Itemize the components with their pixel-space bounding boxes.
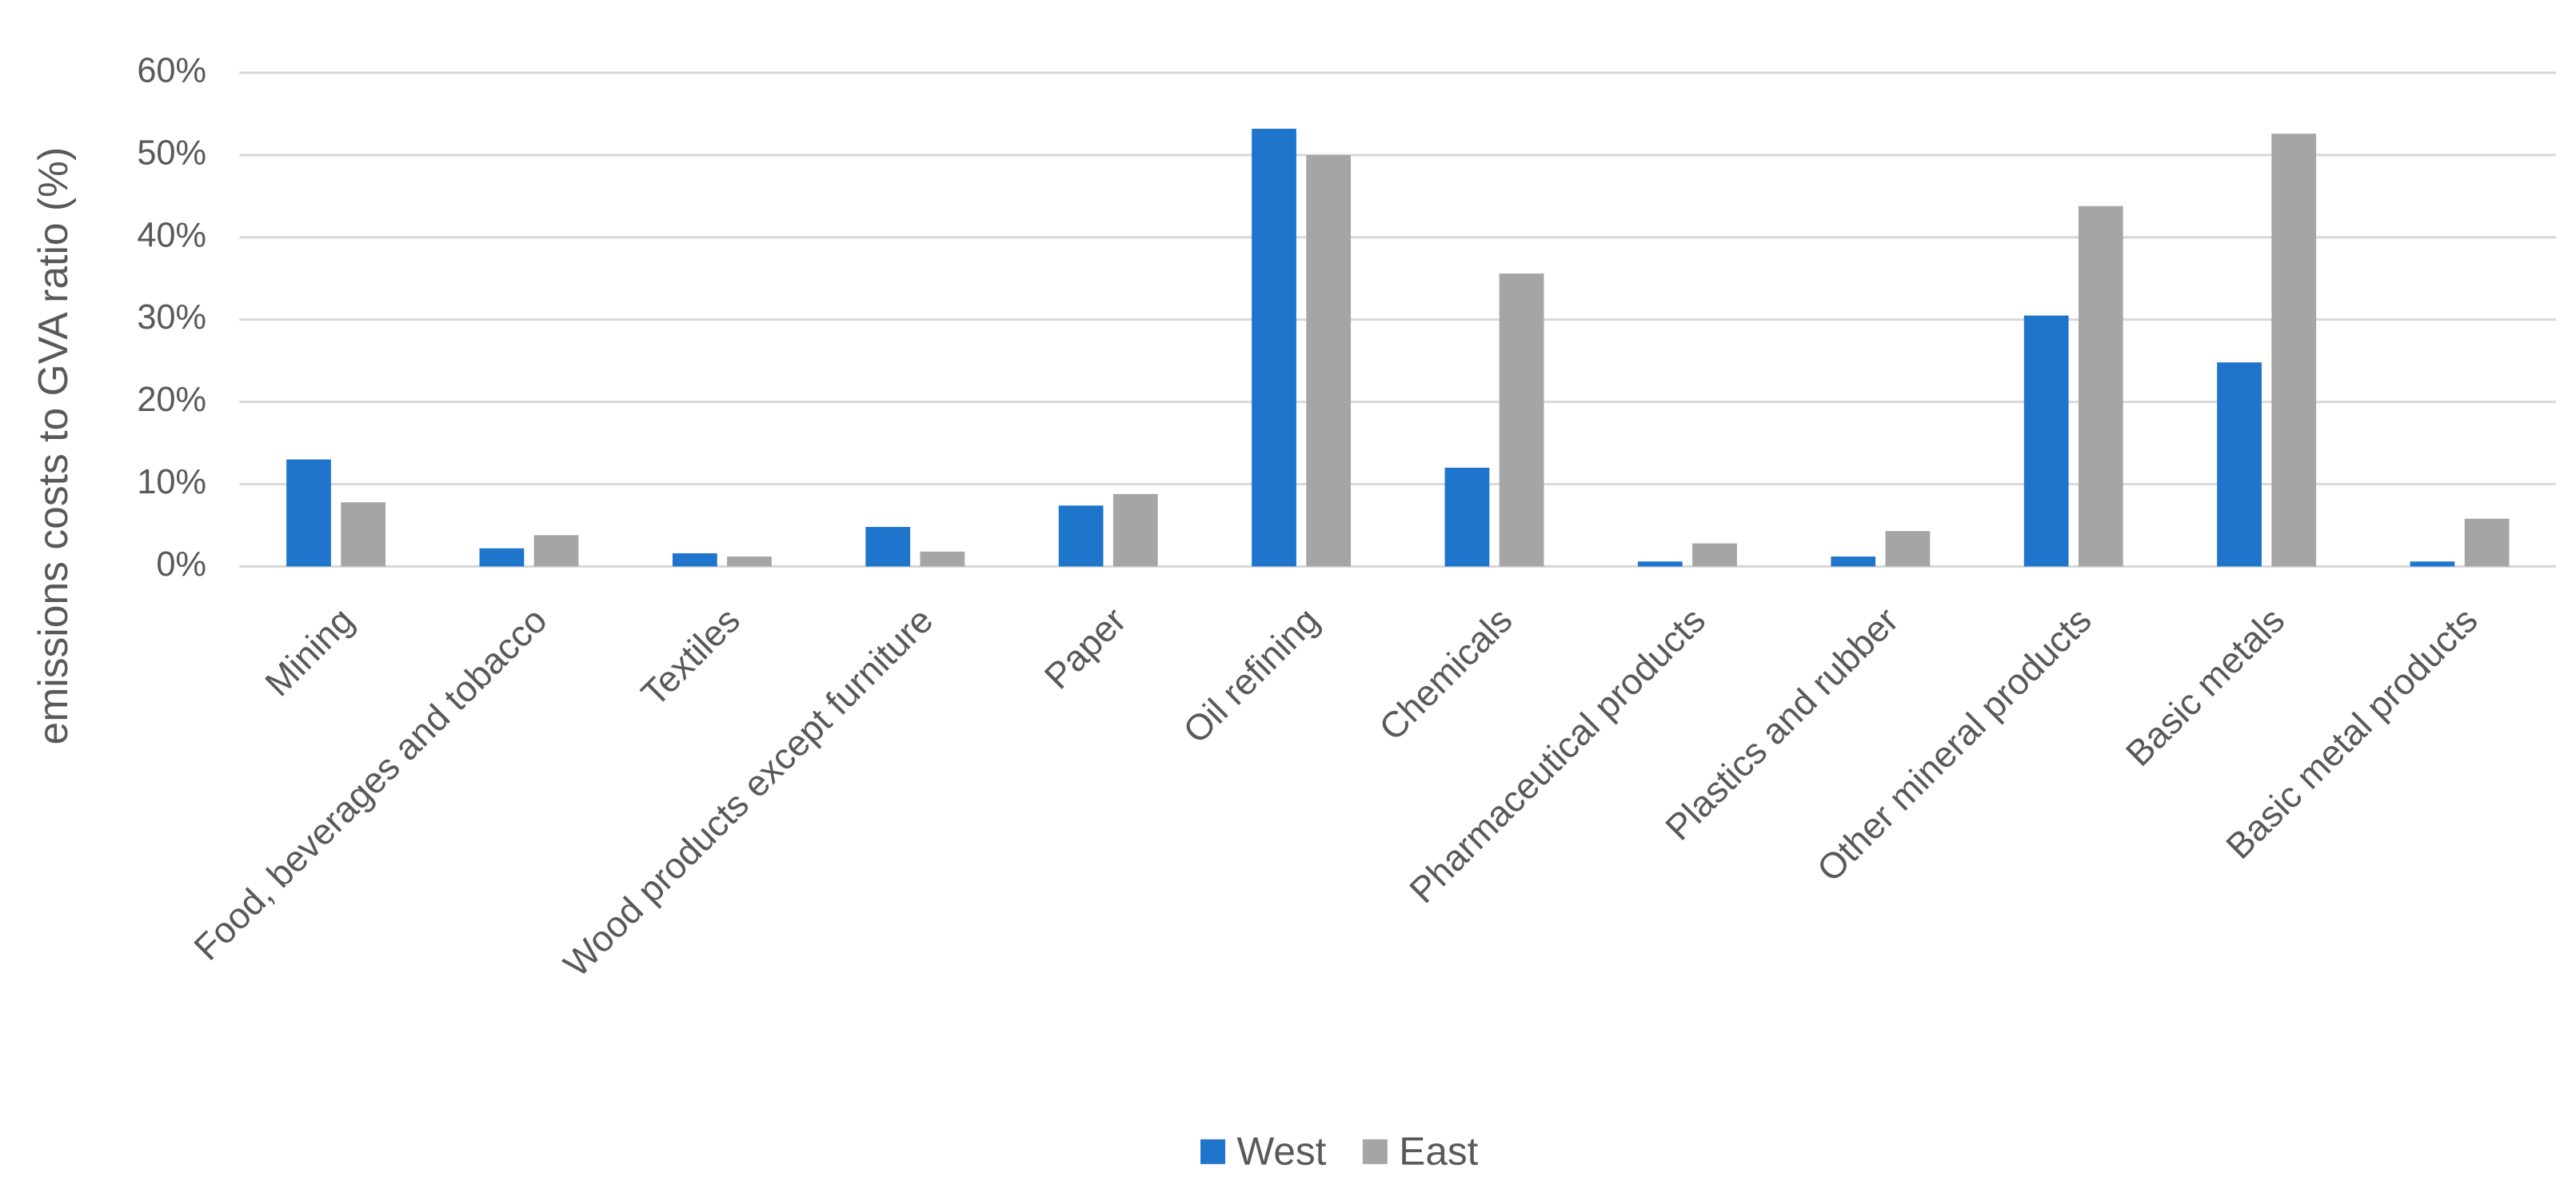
legend-swatch <box>1200 1139 1226 1164</box>
x-tick-label: Wood products except furniture <box>556 600 941 985</box>
bar <box>865 527 911 567</box>
bar <box>2078 205 2123 567</box>
y-tick-label: 40% <box>137 216 206 254</box>
legend-swatch <box>1362 1139 1388 1164</box>
bar <box>1444 467 1490 567</box>
bar <box>920 551 965 567</box>
bar <box>1112 493 1158 567</box>
bar <box>1252 129 1296 567</box>
bar <box>1692 543 1737 567</box>
x-tick-label: Mining <box>258 600 362 704</box>
x-tick-label: Food, beverages and tobacco <box>186 600 555 968</box>
legend-label: West <box>1236 1129 1326 1174</box>
x-tick-label: Paper <box>1036 600 1134 697</box>
bar <box>2464 518 2510 567</box>
x-tick-label: Chemicals <box>1372 600 1520 748</box>
bar <box>1499 273 1544 567</box>
bar <box>2271 134 2317 567</box>
legend-label: East <box>1399 1129 1478 1174</box>
y-tick-label: 10% <box>137 463 206 501</box>
bar <box>1306 154 1352 567</box>
bar <box>2023 315 2069 567</box>
bar <box>341 502 386 567</box>
y-tick-label: 0% <box>156 545 206 584</box>
bar <box>2410 561 2455 567</box>
bar <box>286 459 331 567</box>
x-tick-label: Textiles <box>633 600 748 714</box>
y-tick-label: 50% <box>137 134 206 172</box>
bar <box>2217 362 2262 567</box>
bar <box>479 548 525 567</box>
bar <box>1637 561 1683 567</box>
y-tick-label: 60% <box>137 51 206 90</box>
x-tick-label: Oil refining <box>1176 600 1328 752</box>
bar <box>1885 531 1931 567</box>
y-tick-label: 20% <box>137 381 206 419</box>
y-tick-label: 30% <box>137 298 206 337</box>
bar <box>727 557 772 567</box>
bar <box>533 535 579 567</box>
bar <box>1831 557 1876 567</box>
bar <box>1058 505 1104 567</box>
x-tick-label: Basic metals <box>2118 600 2292 774</box>
bar <box>672 553 717 567</box>
y-axis-label: emissions costs to GVA ratio (%) <box>30 147 76 745</box>
